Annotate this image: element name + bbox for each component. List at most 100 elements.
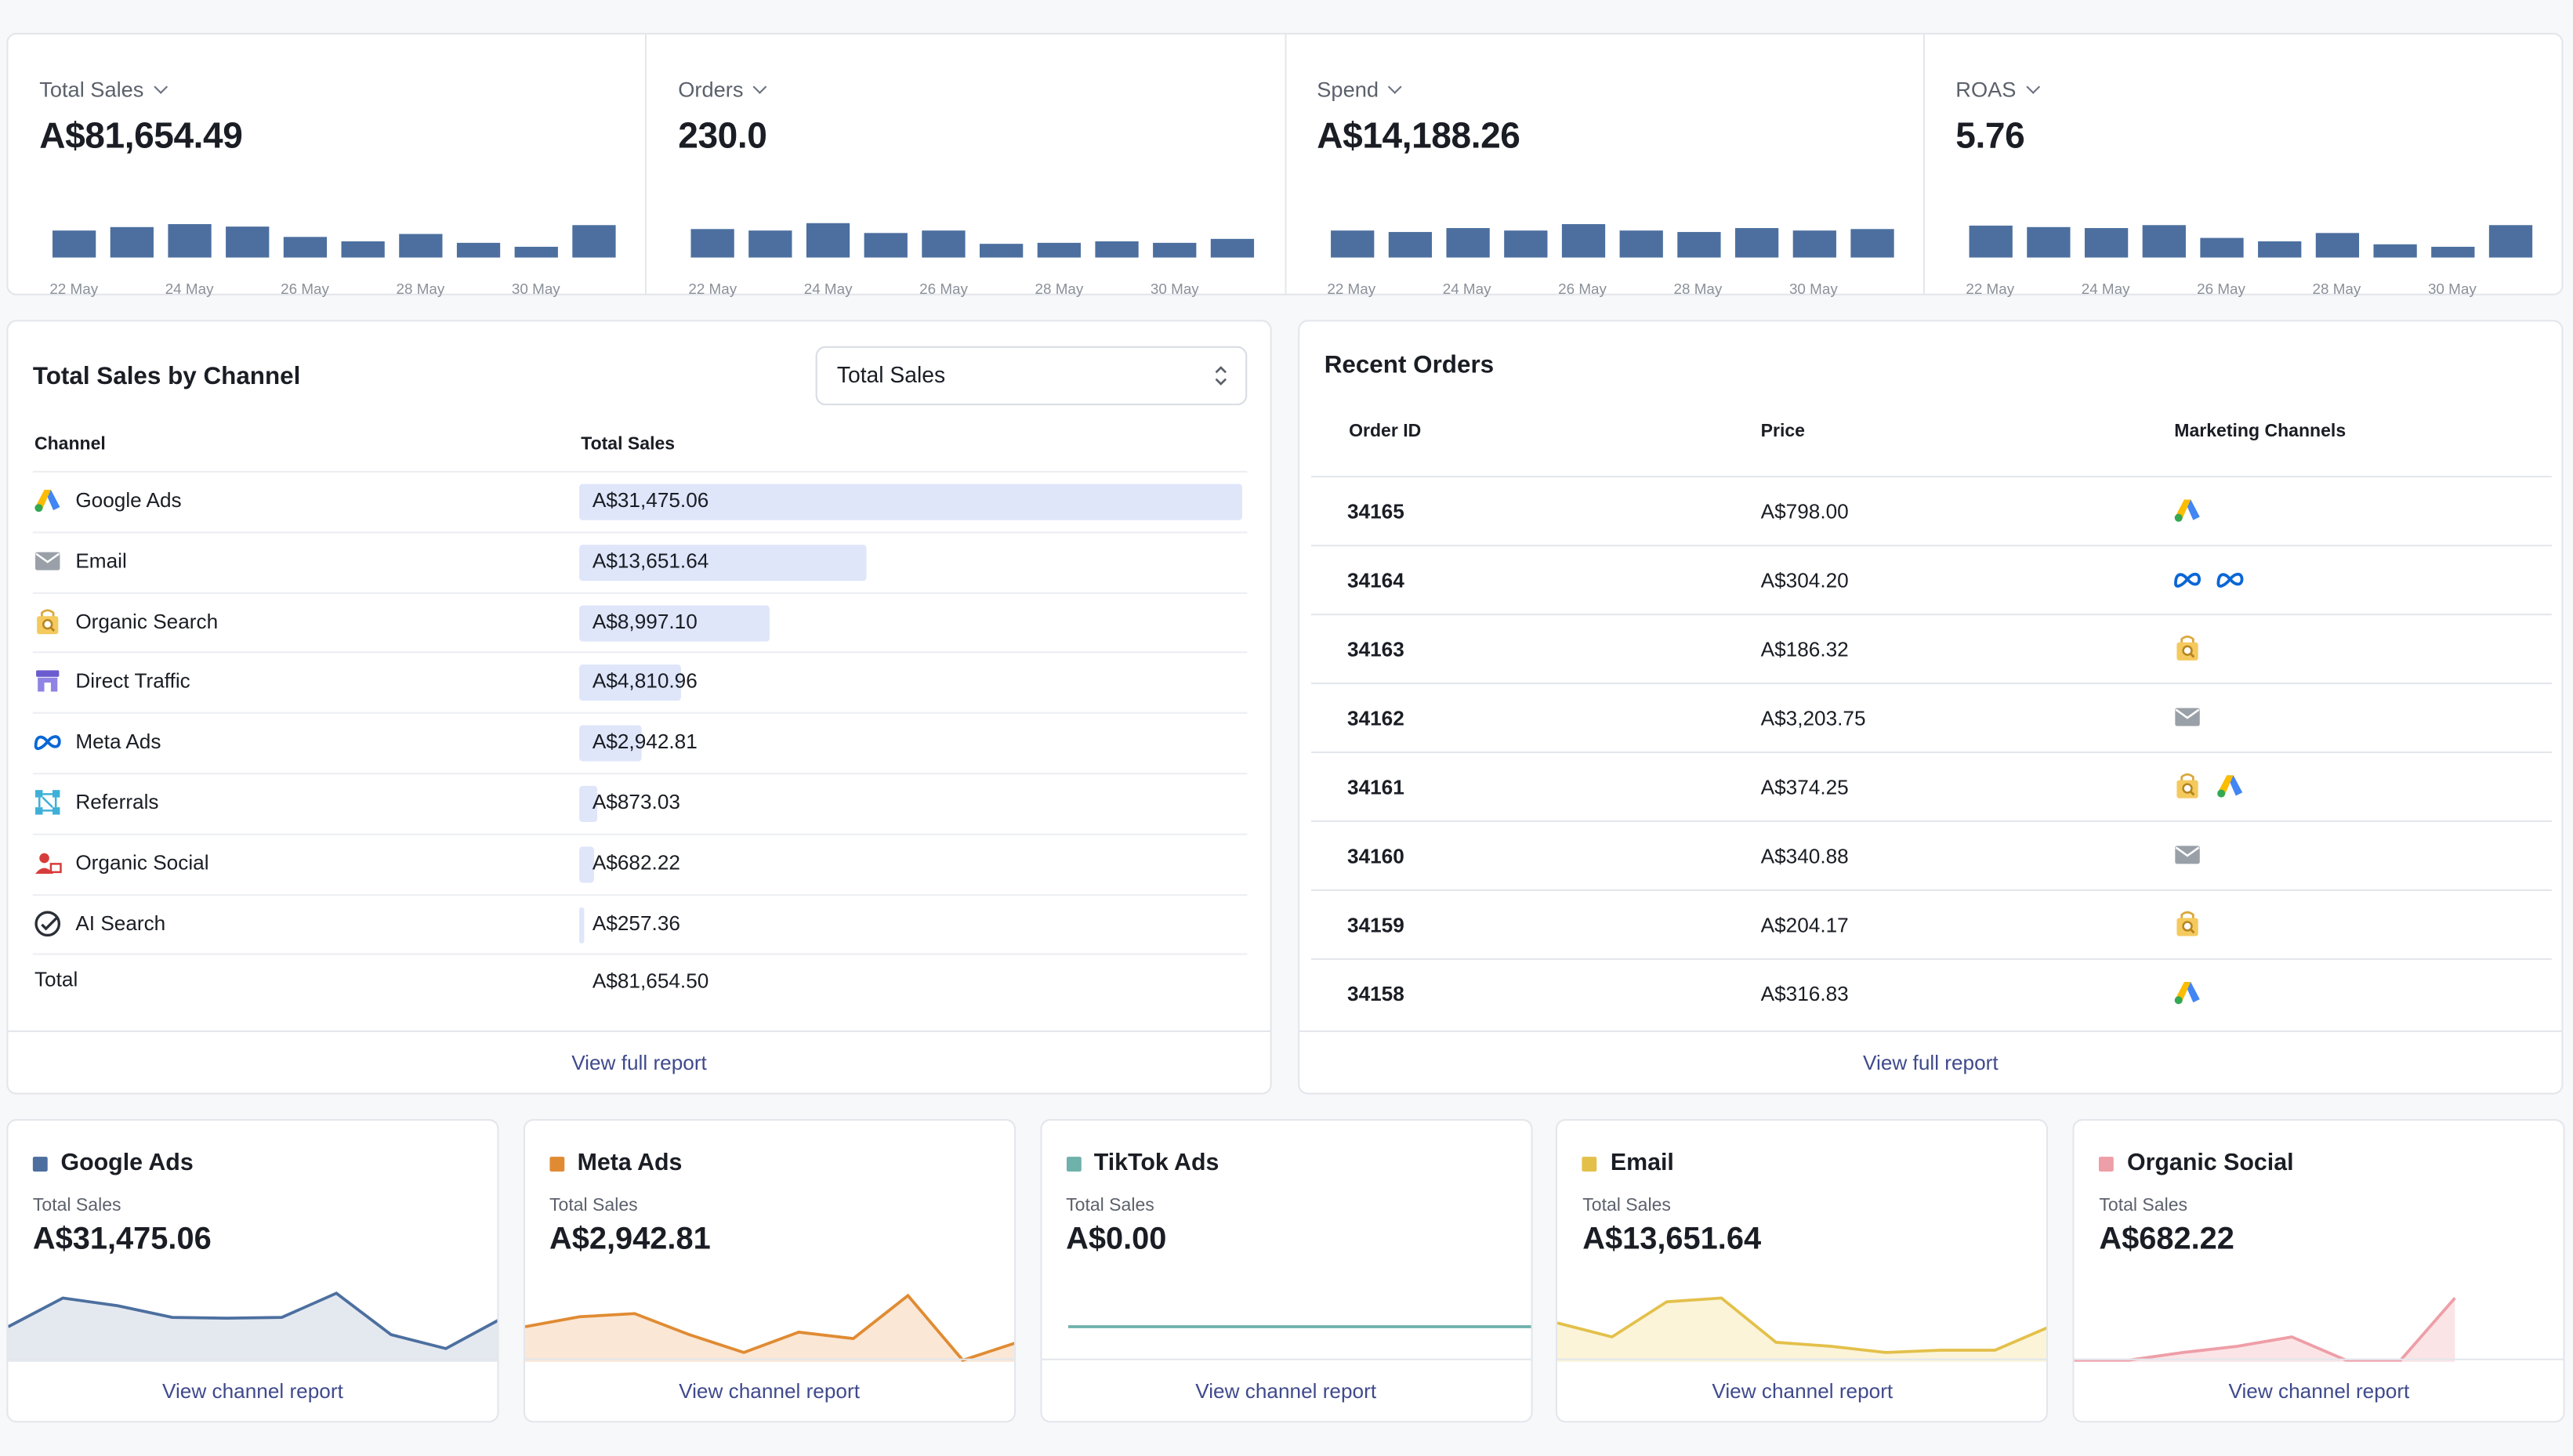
sales-value: A$4,810.96 [592, 670, 698, 694]
kpi-bar [2199, 237, 2244, 258]
order-price: A$204.17 [1760, 914, 1849, 937]
store-icon [33, 667, 63, 697]
table-row[interactable]: Google Ads A$31,475.06 [32, 470, 1248, 531]
kpi-label: Orders [678, 77, 744, 102]
kpi-bar [922, 230, 966, 258]
kpi-axis: 22 May 24 May 26 May 28 May 30 May [1317, 281, 1894, 300]
table-row[interactable]: Direct Traffic A$4,810.96 [32, 652, 1248, 712]
kpi-bar [1560, 224, 1605, 258]
kpi-label: Total Sales [39, 77, 144, 102]
kpi-bar [168, 224, 212, 258]
referrals-icon [33, 788, 63, 817]
legend-swatch [32, 1156, 48, 1171]
order-channels [2173, 909, 2202, 939]
kpi-bar [1445, 228, 1489, 258]
order-price: A$374.25 [1760, 776, 1849, 799]
kpi-value: A$14,188.26 [1317, 114, 1520, 156]
order-id[interactable]: 34159 [1347, 914, 1404, 937]
kpi-bar [1503, 230, 1547, 258]
table-row[interactable]: 34160 A$340.88 [1310, 820, 2552, 889]
order-id[interactable]: 34158 [1347, 983, 1404, 1006]
legend-swatch [549, 1156, 564, 1171]
table-row[interactable]: 34161 A$374.25 [1310, 751, 2552, 820]
axis-tick-label: 30 May [2427, 281, 2477, 297]
kpi-bar [1387, 232, 1432, 258]
sales-value: A$257.36 [592, 911, 680, 935]
metric-select[interactable]: Total Sales [815, 346, 1248, 406]
view-full-report-link[interactable]: View full report [8, 1030, 1270, 1093]
table-row[interactable]: Meta Ads A$2,942.81 [32, 712, 1248, 773]
kpi-dropdown[interactable]: ROAS [1955, 77, 2528, 102]
view-channel-report-link[interactable]: View channel report [2074, 1358, 2564, 1422]
view-channel-report-link[interactable]: View channel report [524, 1358, 1014, 1422]
card-metric-value: A$2,942.81 [549, 1222, 711, 1257]
card-metric-label: Total Sales [32, 1196, 121, 1216]
meta-icon [2173, 564, 2202, 594]
channel-cell: Direct Traffic [33, 667, 190, 697]
chevron-down-icon [752, 80, 767, 94]
table-row[interactable]: 34162 A$3,203.75 [1310, 683, 2552, 752]
kpi-bar [2430, 246, 2474, 258]
select-arrows-icon [1215, 366, 1227, 386]
order-id[interactable]: 34160 [1347, 845, 1404, 868]
table-row[interactable]: Referrals A$873.03 [32, 773, 1248, 833]
kpi-bar [2257, 241, 2301, 258]
google-ads-icon [33, 486, 63, 516]
kpi-dropdown[interactable]: Spend [1317, 77, 1890, 102]
view-channel-report-link[interactable]: View channel report [1557, 1358, 2047, 1422]
kpi-bar [2142, 225, 2186, 258]
sales-share-bar [579, 484, 1243, 520]
channel-card: Google Ads Total Sales A$31,475.06 View cha… [6, 1118, 499, 1423]
column-header-price[interactable]: Price [1760, 422, 1806, 442]
card-title-text: TikTok Ads [1093, 1150, 1219, 1177]
channel-cell: Meta Ads [33, 727, 161, 757]
sparkline-area [524, 1295, 1014, 1362]
sales-value: A$873.03 [592, 791, 680, 814]
channel-name: Referrals [75, 791, 159, 814]
table-row[interactable]: 34164 A$304.20 [1310, 545, 2552, 614]
kpi-bar [980, 244, 1024, 258]
table-row[interactable]: Organic Social A$682.22 [32, 833, 1248, 893]
column-header-marketing-channels[interactable]: Marketing Channels [2174, 422, 2347, 442]
total-row: Total A$81,654.50 [32, 953, 1248, 1013]
axis-tick-label: 30 May [511, 281, 560, 297]
channel-cell: Referrals [33, 788, 159, 817]
order-id[interactable]: 34164 [1347, 569, 1404, 592]
legend-swatch [1066, 1156, 1081, 1171]
table-row[interactable]: 34159 A$204.17 [1310, 889, 2552, 958]
kpi-total-sales: Total Sales A$81,654.49 22 May 24 May 26 M… [8, 34, 647, 297]
column-header-order-id[interactable]: Order ID [1349, 422, 1422, 442]
organic-search-icon [2173, 771, 2202, 801]
order-id[interactable]: 34162 [1347, 707, 1404, 730]
view-channel-report-link[interactable]: View channel report [8, 1358, 498, 1422]
legend-swatch [1582, 1156, 1598, 1171]
channel-name: Direct Traffic [75, 670, 190, 694]
kpi-dropdown[interactable]: Total Sales [39, 77, 612, 102]
order-id[interactable]: 34161 [1347, 776, 1404, 799]
order-id[interactable]: 34163 [1347, 638, 1404, 661]
table-row[interactable]: 34158 A$316.83 [1310, 958, 2552, 1027]
order-price: A$186.32 [1760, 638, 1849, 661]
table-row[interactable]: 34163 A$186.32 [1310, 614, 2552, 683]
table-row[interactable]: 34165 A$798.00 [1310, 476, 2552, 545]
channel-card: TikTok Ads Total Sales A$0.00 View channel … [1039, 1118, 1532, 1423]
column-header-channel[interactable]: Channel [34, 434, 106, 455]
table-row[interactable]: Organic Search A$8,997.10 [32, 592, 1248, 652]
organic-search-icon [2173, 909, 2202, 939]
card-metric-value: A$0.00 [1066, 1222, 1167, 1257]
column-header-total-sales[interactable]: Total Sales [581, 434, 676, 455]
kpi-bar [514, 246, 558, 258]
table-row[interactable]: AI Search A$257.36 [32, 893, 1248, 954]
channel-name: Google Ads [75, 488, 182, 512]
table-row[interactable]: Email A$13,651.64 [32, 531, 1248, 592]
axis-tick-label: 24 May [1442, 281, 1491, 297]
channel-cell: Google Ads [33, 486, 182, 516]
kpi-bar [226, 226, 270, 258]
view-full-report-link[interactable]: View full report [1299, 1030, 2562, 1093]
sparkline-area [2074, 1298, 2455, 1362]
axis-tick-label: 26 May [281, 281, 329, 297]
order-id[interactable]: 34165 [1347, 500, 1404, 523]
view-channel-report-link[interactable]: View channel report [1041, 1358, 1531, 1422]
kpi-axis: 22 May 24 May 26 May 28 May 30 May [678, 281, 1256, 300]
kpi-dropdown[interactable]: Orders [678, 77, 1251, 102]
